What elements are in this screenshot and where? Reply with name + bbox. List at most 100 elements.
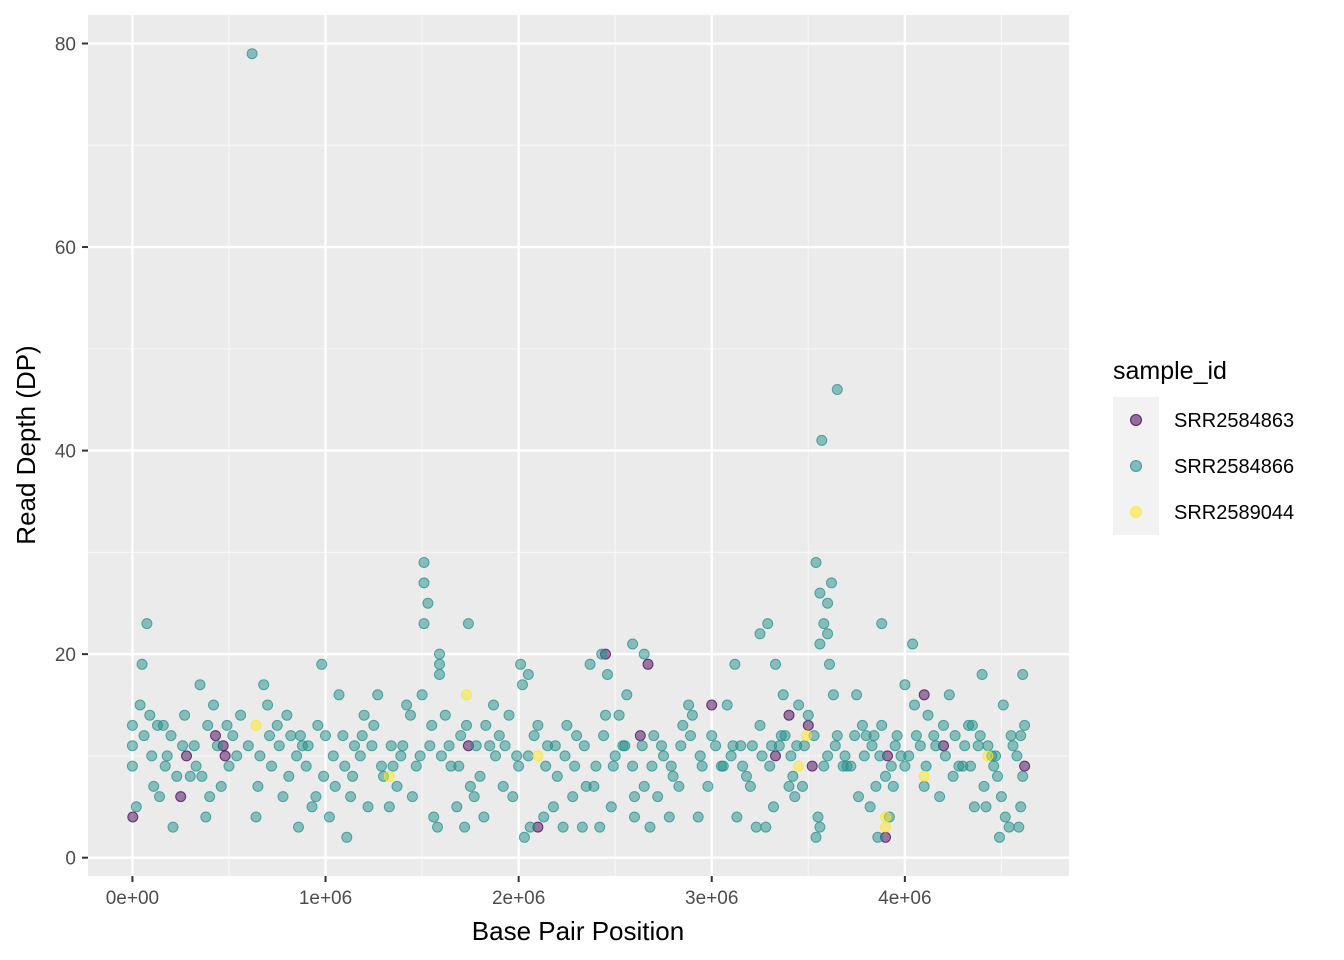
point-srr2584866 — [731, 811, 743, 823]
point-srr2584866 — [443, 740, 455, 752]
point-srr2584866 — [146, 750, 158, 762]
point-srr2584866 — [814, 587, 826, 599]
point-srr2584863 — [210, 730, 221, 742]
point-srr2584863 — [219, 750, 231, 762]
point-srr2584866 — [138, 730, 150, 742]
y-tick-label: 40 — [55, 442, 76, 463]
point-srr2584866 — [356, 730, 368, 742]
point-srr2584866 — [376, 760, 387, 772]
point-srr2584866 — [849, 730, 861, 742]
point-srr2584866 — [397, 740, 409, 752]
point-srr2584866 — [920, 760, 932, 772]
y-tick-label: 20 — [55, 645, 76, 666]
point-srr2584866 — [254, 750, 266, 762]
point-srr2584866 — [503, 709, 515, 721]
point-srr2584866 — [1013, 821, 1025, 833]
point-srr2584866 — [596, 648, 608, 660]
point-srr2584866 — [930, 740, 942, 752]
point-srr2584866 — [822, 750, 834, 762]
point-srr2584866 — [383, 801, 395, 813]
point-srr2584866 — [266, 760, 277, 772]
point-srr2584866 — [665, 760, 677, 772]
point-srr2584866 — [434, 669, 445, 680]
point-srr2584866 — [943, 689, 955, 701]
point-srr2584866 — [1019, 719, 1031, 731]
point-srr2584866 — [885, 760, 897, 772]
point-srr2584866 — [899, 679, 911, 691]
point-srr2584866 — [337, 730, 349, 742]
point-srr2584866 — [159, 760, 171, 772]
point-srr2584866 — [161, 750, 173, 762]
point-srr2584866 — [775, 730, 787, 742]
point-srr2584866 — [1007, 740, 1019, 752]
point-srr2584866 — [200, 811, 212, 823]
point-srr2584866 — [638, 648, 650, 660]
point-srr2584866 — [547, 801, 559, 813]
point-srr2584866 — [468, 791, 480, 803]
point-srr2584866 — [273, 740, 285, 752]
data-points — [126, 48, 1031, 843]
point-srr2584866 — [242, 740, 254, 752]
point-srr2584866 — [627, 638, 639, 650]
point-srr2584866 — [435, 750, 447, 762]
point-srr2584866 — [683, 699, 695, 711]
legend-key-srr2589044 — [1130, 506, 1142, 518]
point-srr2584866 — [953, 760, 965, 772]
point-srr2584866 — [762, 618, 774, 630]
point-srr2584866 — [880, 770, 891, 782]
point-srr2584866 — [362, 801, 374, 813]
point-srr2584866 — [663, 811, 675, 823]
point-srr2584866 — [488, 699, 499, 711]
point-srr2584866 — [418, 618, 430, 630]
point-srr2589044 — [793, 760, 805, 772]
point-srr2589044 — [250, 719, 262, 731]
point-srr2584866 — [870, 780, 882, 792]
point-srr2584866 — [972, 740, 984, 752]
point-srr2584866 — [818, 618, 830, 630]
point-srr2584866 — [839, 750, 851, 762]
point-srr2584866 — [194, 679, 206, 691]
x-axis-title: Base Pair Position — [472, 916, 684, 946]
x-axis: 0e+00 1e+06 2e+06 3e+06 4e+06 — [106, 876, 932, 909]
point-srr2584866 — [910, 730, 922, 742]
point-srr2584866 — [789, 791, 801, 803]
x-tick-label: 1e+06 — [299, 888, 352, 909]
point-srr2584866 — [451, 801, 463, 813]
point-srr2584866 — [522, 750, 534, 762]
point-srr2584866 — [576, 821, 588, 833]
point-srr2584866 — [638, 780, 650, 792]
point-srr2584866 — [418, 557, 430, 568]
point-srr2584866 — [410, 760, 422, 772]
point-srr2584866 — [387, 760, 399, 772]
point-srr2584866 — [434, 648, 445, 660]
point-srr2584866 — [1017, 669, 1029, 680]
x-tick-label: 2e+06 — [492, 888, 545, 909]
point-srr2584866 — [741, 770, 752, 782]
point-srr2584866 — [405, 709, 416, 721]
point-srr2589044 — [918, 770, 930, 782]
point-srr2584866 — [235, 709, 247, 721]
point-srr2584866 — [231, 750, 243, 762]
point-srr2584866 — [567, 791, 579, 803]
point-srr2584866 — [907, 638, 919, 650]
point-srr2584866 — [414, 750, 426, 762]
legend-label: SRR2589044 — [1174, 502, 1294, 524]
point-srr2584863 — [802, 719, 814, 731]
point-srr2584866 — [793, 699, 805, 711]
point-srr2584866 — [223, 760, 235, 772]
point-srr2584866 — [551, 770, 563, 782]
point-srr2584866 — [866, 740, 878, 752]
point-srr2584863 — [806, 760, 818, 772]
point-srr2584866 — [358, 709, 370, 721]
point-srr2584866 — [997, 699, 1009, 711]
point-srr2584866 — [293, 821, 304, 833]
point-srr2584866 — [827, 689, 839, 701]
point-srr2584866 — [499, 740, 511, 752]
point-srr2584866 — [215, 780, 227, 792]
point-srr2584866 — [646, 760, 658, 772]
point-srr2584866 — [490, 750, 501, 762]
point-srr2584866 — [727, 740, 739, 752]
point-srr2584866 — [277, 791, 289, 803]
point-srr2584866 — [874, 750, 886, 762]
point-srr2584866 — [515, 658, 527, 670]
